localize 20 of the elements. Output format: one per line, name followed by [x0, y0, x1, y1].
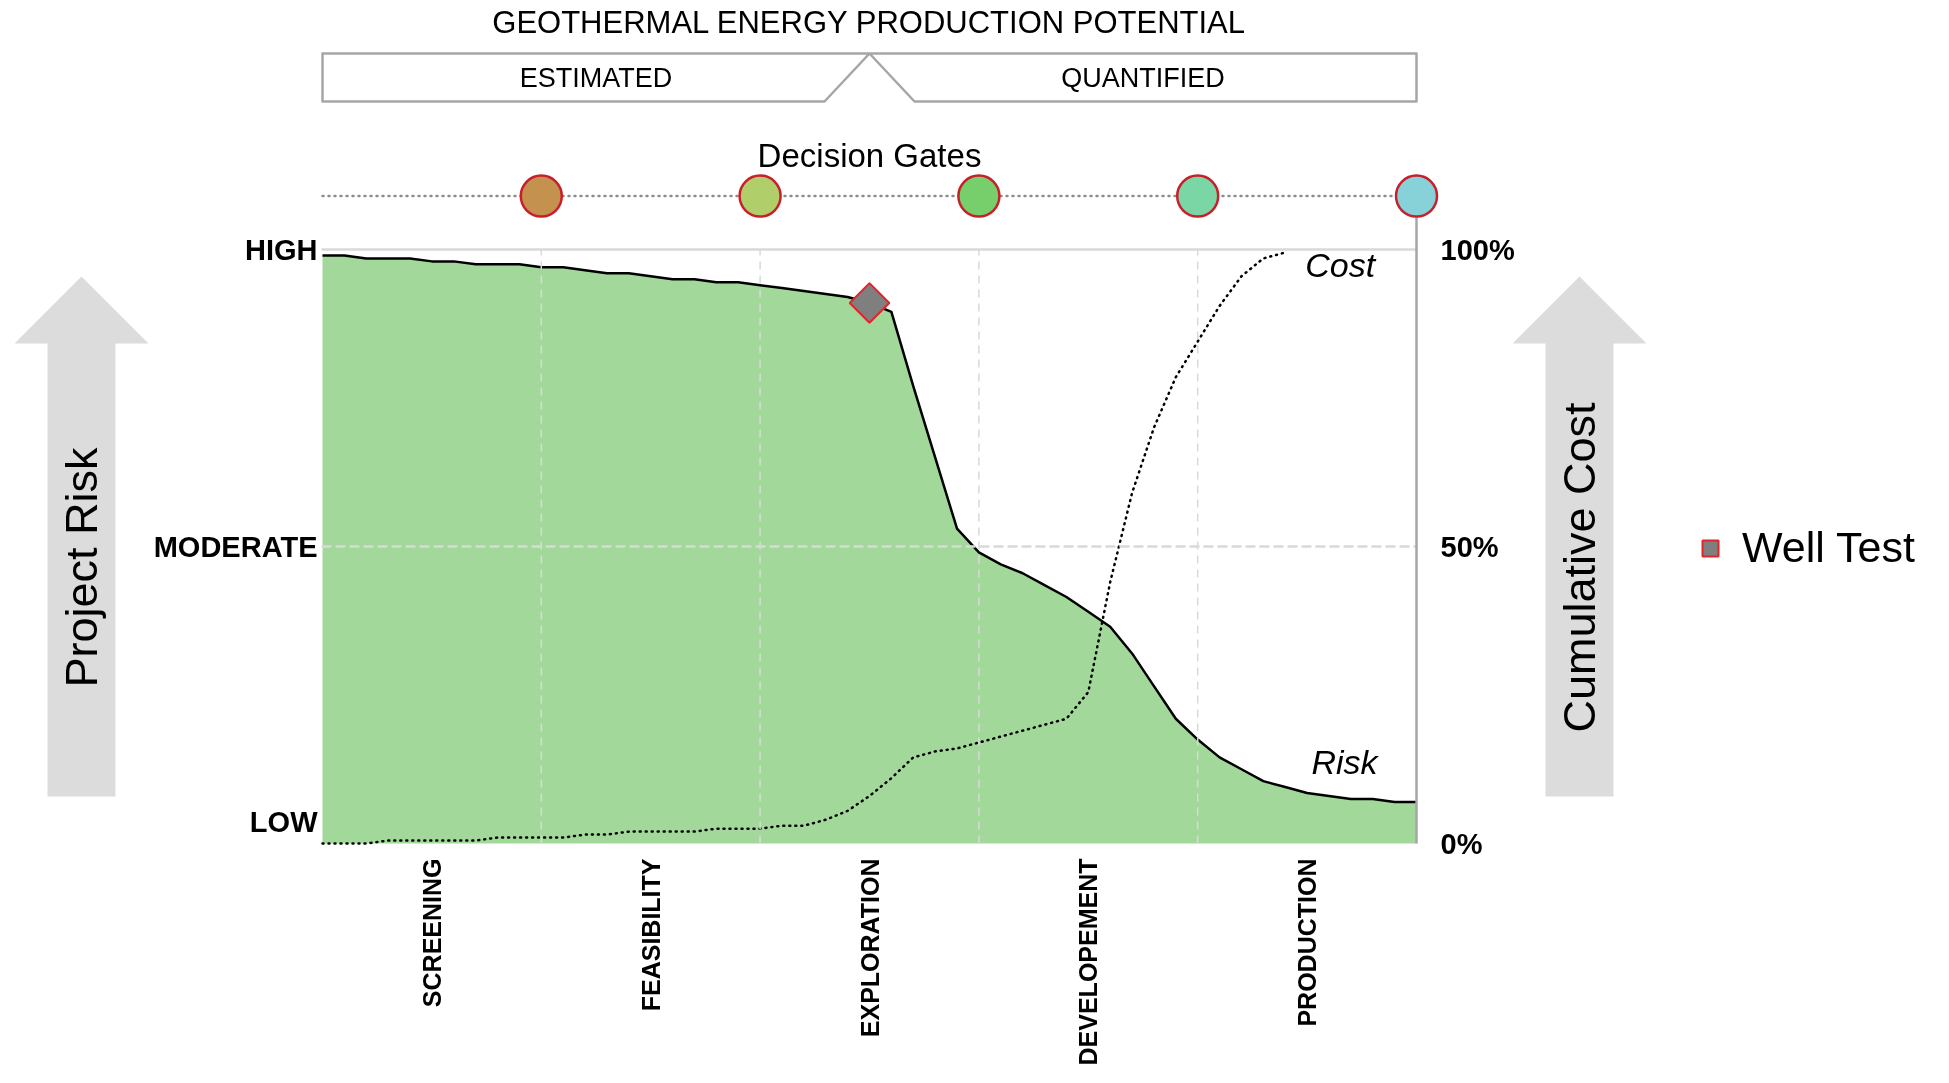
text: QUANTIFIED	[1061, 62, 1225, 93]
x-tick-label: DEVELOPEMENT	[1074, 858, 1103, 1066]
text: LOW	[249, 805, 319, 838]
y-axis-title: Cumulative Cost	[1554, 401, 1605, 733]
text: Project Risk	[56, 446, 107, 688]
text: ESTIMATED	[519, 62, 673, 93]
y-tick-label: 0%	[1440, 827, 1483, 860]
x-tick-label: EXPLORATION	[855, 858, 884, 1038]
series-label: Decision Gates	[757, 136, 982, 174]
series-label: Risk	[1311, 742, 1380, 781]
x-tick-label: FEASIBILITY	[636, 858, 665, 1012]
x-tick-label: SCREENING	[417, 858, 446, 1008]
series-label: Cost	[1305, 246, 1377, 285]
legend-label: Well Test	[1742, 523, 1915, 572]
x-tick-label: PRODUCTION	[1293, 858, 1322, 1027]
ref-line-label: MODERATE	[153, 530, 318, 563]
ref-line-label: HIGH	[245, 233, 318, 266]
chart-title: GEOTHERMAL ENERGY PRODUCTION POTENTIAL	[492, 5, 1245, 40]
y-tick-label: 50%	[1440, 530, 1499, 563]
y-tick-label: 100%	[1440, 233, 1515, 266]
